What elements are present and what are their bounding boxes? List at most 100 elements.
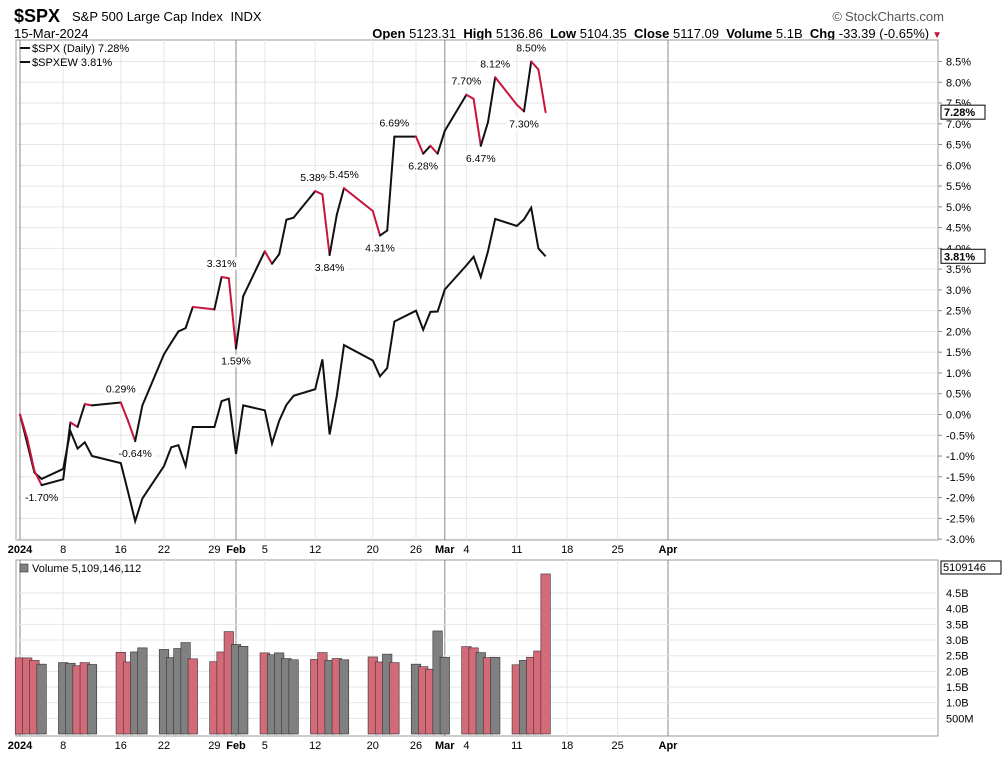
spx-series-segment xyxy=(191,305,216,311)
price-x-tick-label: Apr xyxy=(659,544,679,556)
spx-series-segment xyxy=(422,144,432,155)
price-x-tick-label: Feb xyxy=(226,544,246,556)
price-x-tick-label: 2024 xyxy=(8,544,33,556)
volume-last-tag-box xyxy=(940,560,1002,575)
price-y-tick-label: 8.5% xyxy=(946,57,971,69)
price-y-tick-label: -2.5% xyxy=(946,513,975,525)
low-value: 5104.35 xyxy=(579,26,627,41)
spx-series-segment xyxy=(242,250,266,298)
spx-series-segment xyxy=(213,276,223,311)
quote-summary: Open 5123.31 High 5136.86 Low 5104.35 Cl… xyxy=(372,26,942,41)
price-x-tick-label: 22 xyxy=(158,544,170,556)
spx-point-label-bg xyxy=(448,74,484,88)
volume-bar xyxy=(238,646,249,735)
spx-point-label: 8.12% xyxy=(480,58,510,70)
chart-date: 15-Mar-2024 xyxy=(14,26,89,41)
volume-y-tick-label: 4.0B xyxy=(946,604,969,616)
spx-point-label: 6.47% xyxy=(466,153,496,165)
spx-series-segment xyxy=(62,421,72,481)
volume-bar xyxy=(288,659,299,735)
price-x-tick-label: 11 xyxy=(511,544,522,556)
spx-point-label: 8.50% xyxy=(516,43,546,55)
volume-y-tick-label: 1.5B xyxy=(946,682,969,694)
spx-point-label-bg xyxy=(21,491,63,505)
volume-x-tick-label: 12 xyxy=(309,740,321,752)
spx-series-segment xyxy=(235,295,245,350)
spx-point-label-bg xyxy=(513,41,549,55)
volume-x-tick-label: 29 xyxy=(208,740,220,752)
spx-point-label-bg xyxy=(362,241,398,255)
price-x-tick-label: 16 xyxy=(115,544,127,556)
spx-series-segment xyxy=(371,210,381,237)
volume-value: 5.1B xyxy=(775,26,803,41)
spx-point-label-bg xyxy=(463,151,499,165)
spx-series-segment xyxy=(91,401,122,407)
spx-series-segment xyxy=(443,93,468,132)
down-triangle-icon: ▼ xyxy=(932,30,942,41)
spx-series-segment xyxy=(83,403,93,407)
volume-y-tick-label: 500M xyxy=(946,713,974,725)
price-x-tick-label: 18 xyxy=(561,544,573,556)
spx-series-segment xyxy=(127,419,137,443)
price-y-tick-label: 0.0% xyxy=(946,410,971,422)
spx-series-segment xyxy=(335,187,345,216)
brand-link[interactable]: © StockCharts.com xyxy=(832,9,944,24)
volume-x-tick-label: 4 xyxy=(463,740,469,752)
spx-series-segment xyxy=(494,76,518,106)
spx-series-segment xyxy=(76,403,86,428)
price-y-tick-label: 5.5% xyxy=(946,181,971,193)
spx-point-label: 6.28% xyxy=(408,161,438,173)
spx-point-label-bg xyxy=(204,257,240,271)
price-y-tick-label: 4.5% xyxy=(946,223,971,235)
spx-series-segment xyxy=(285,216,295,221)
close-value: 5117.09 xyxy=(672,26,720,41)
spx-series-segment xyxy=(141,353,165,407)
price-y-tick-label: 0.5% xyxy=(946,389,971,401)
spx-series-segment xyxy=(386,135,396,232)
axis-layer: 8.5%8.0%7.5%7.0%6.5%6.0%5.5%5.0%4.5%4.0%… xyxy=(8,57,1002,752)
chart-header: $SPX S&P 500 Large Cap Index INDX 15-Mar… xyxy=(0,0,1006,44)
spx-series-segment xyxy=(379,229,389,237)
last-value-tag: 3.81% xyxy=(944,251,975,263)
spx-series-segment xyxy=(177,327,187,333)
legend-label-spxew: $SPXEW 3.81% xyxy=(32,57,112,69)
spx-series-segment xyxy=(134,404,144,443)
high-label: High xyxy=(463,26,493,41)
volume-x-tick-label: 8 xyxy=(60,740,66,752)
spx-series-segment xyxy=(530,60,540,71)
spx-series-segment xyxy=(227,277,237,350)
security-full-name: S&P 500 Large Cap Index xyxy=(72,9,223,24)
price-y-tick-label: -1.5% xyxy=(946,472,975,484)
price-y-tick-label: 2.0% xyxy=(946,326,971,338)
spx-series-segment xyxy=(465,93,475,100)
price-y-tick-label: 8.0% xyxy=(946,77,971,89)
spx-point-label-bg xyxy=(506,117,542,131)
spx-series-segment xyxy=(33,469,43,487)
spx-point-label-bg xyxy=(218,354,254,368)
price-y-tick-label: -3.0% xyxy=(946,534,975,546)
series-layer: -1.70% 0.29% -0.64% 3.31% 1.59% 5.38% 3.84% 5.4… xyxy=(14,41,551,735)
spx-series-segment xyxy=(119,401,129,422)
spx-point-label: 7.30% xyxy=(509,118,539,130)
price-y-tick-label: 2.5% xyxy=(946,306,971,318)
price-x-tick-label: 4 xyxy=(463,544,469,556)
spx-point-label-bg xyxy=(297,171,333,185)
spx-series-segment xyxy=(40,478,65,487)
price-y-tick-label: 6.0% xyxy=(946,160,971,172)
price-y-tick-label: 3.0% xyxy=(946,285,971,297)
last-value-tag-box xyxy=(940,248,986,264)
spx-point-label: 3.84% xyxy=(315,262,345,274)
volume-bar xyxy=(540,573,551,735)
spx-point-label-bg xyxy=(312,261,348,275)
grid-layer xyxy=(15,39,939,737)
spx-series-segment xyxy=(170,330,180,344)
legend-label-spx: $SPX (Daily) 7.28% xyxy=(32,43,129,55)
price-x-tick-label: 12 xyxy=(309,544,321,556)
spx-series-segment xyxy=(479,121,489,147)
volume-x-tick-label: 22 xyxy=(158,740,170,752)
spx-point-label-bg xyxy=(376,116,412,130)
price-y-tick-label: 7.0% xyxy=(946,119,971,131)
price-y-tick-label: 6.5% xyxy=(946,140,971,152)
price-x-tick-label: 26 xyxy=(410,544,422,556)
volume-x-tick-label: 11 xyxy=(511,740,522,752)
